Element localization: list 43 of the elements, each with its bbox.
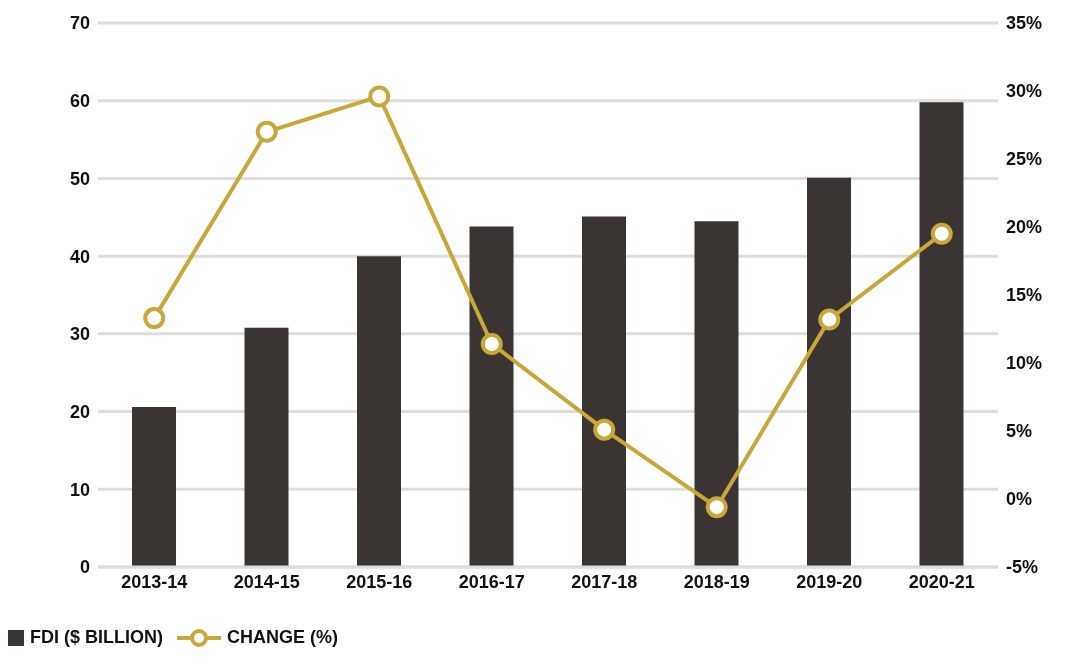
y2-tick-label: 25% — [1006, 149, 1043, 170]
x-tick-label: 2018-19 — [683, 571, 750, 592]
y2-tick-label: 5% — [1006, 421, 1033, 442]
y-tick-label: 70 — [69, 13, 90, 34]
y2-tick-label: 30% — [1006, 81, 1043, 102]
bar — [807, 177, 851, 567]
point — [593, 418, 616, 441]
bar — [582, 216, 626, 567]
bar — [469, 226, 514, 567]
y-tick-label: 10 — [69, 479, 90, 500]
y-tick-label: 60 — [69, 91, 90, 112]
point — [480, 332, 503, 355]
x-tick-label: 2020-21 — [908, 571, 975, 592]
x-tick-label: 2019-20 — [796, 571, 863, 592]
point — [368, 85, 391, 108]
point — [255, 120, 278, 143]
legend-label: CHANGE (%) — [227, 627, 338, 648]
x-tick-label: 2013-14 — [121, 571, 188, 592]
y2-tick-label: 10% — [1006, 353, 1043, 374]
point — [705, 496, 728, 519]
y-tick-label: 30 — [69, 324, 90, 345]
y2-tick-label: 0% — [1006, 489, 1033, 510]
y-tick-label: 20 — [69, 401, 90, 422]
point — [818, 308, 841, 331]
y-tick-label: 0 — [79, 557, 90, 578]
y2-tick-label: -5% — [1006, 557, 1039, 578]
x-tick-label: 2014-15 — [233, 571, 300, 592]
bar — [132, 406, 176, 567]
x-tick-label: 2017-18 — [571, 571, 638, 592]
point — [143, 307, 166, 330]
y2-tick-label: 15% — [1006, 285, 1043, 306]
y2-tick-label: 20% — [1006, 217, 1043, 238]
bar — [694, 221, 739, 567]
point — [930, 222, 953, 245]
x-tick-label: 2015-16 — [346, 571, 413, 592]
x-tick-label: 2016-17 — [458, 571, 525, 592]
y2-tick-label: 35% — [1006, 13, 1043, 34]
y-tick-label: 50 — [69, 168, 90, 189]
legend-label: FDI ($ BILLION) — [30, 627, 163, 648]
bar — [919, 102, 964, 567]
bar — [357, 256, 401, 567]
bar — [244, 327, 289, 567]
y-tick-label: 40 — [69, 246, 90, 267]
